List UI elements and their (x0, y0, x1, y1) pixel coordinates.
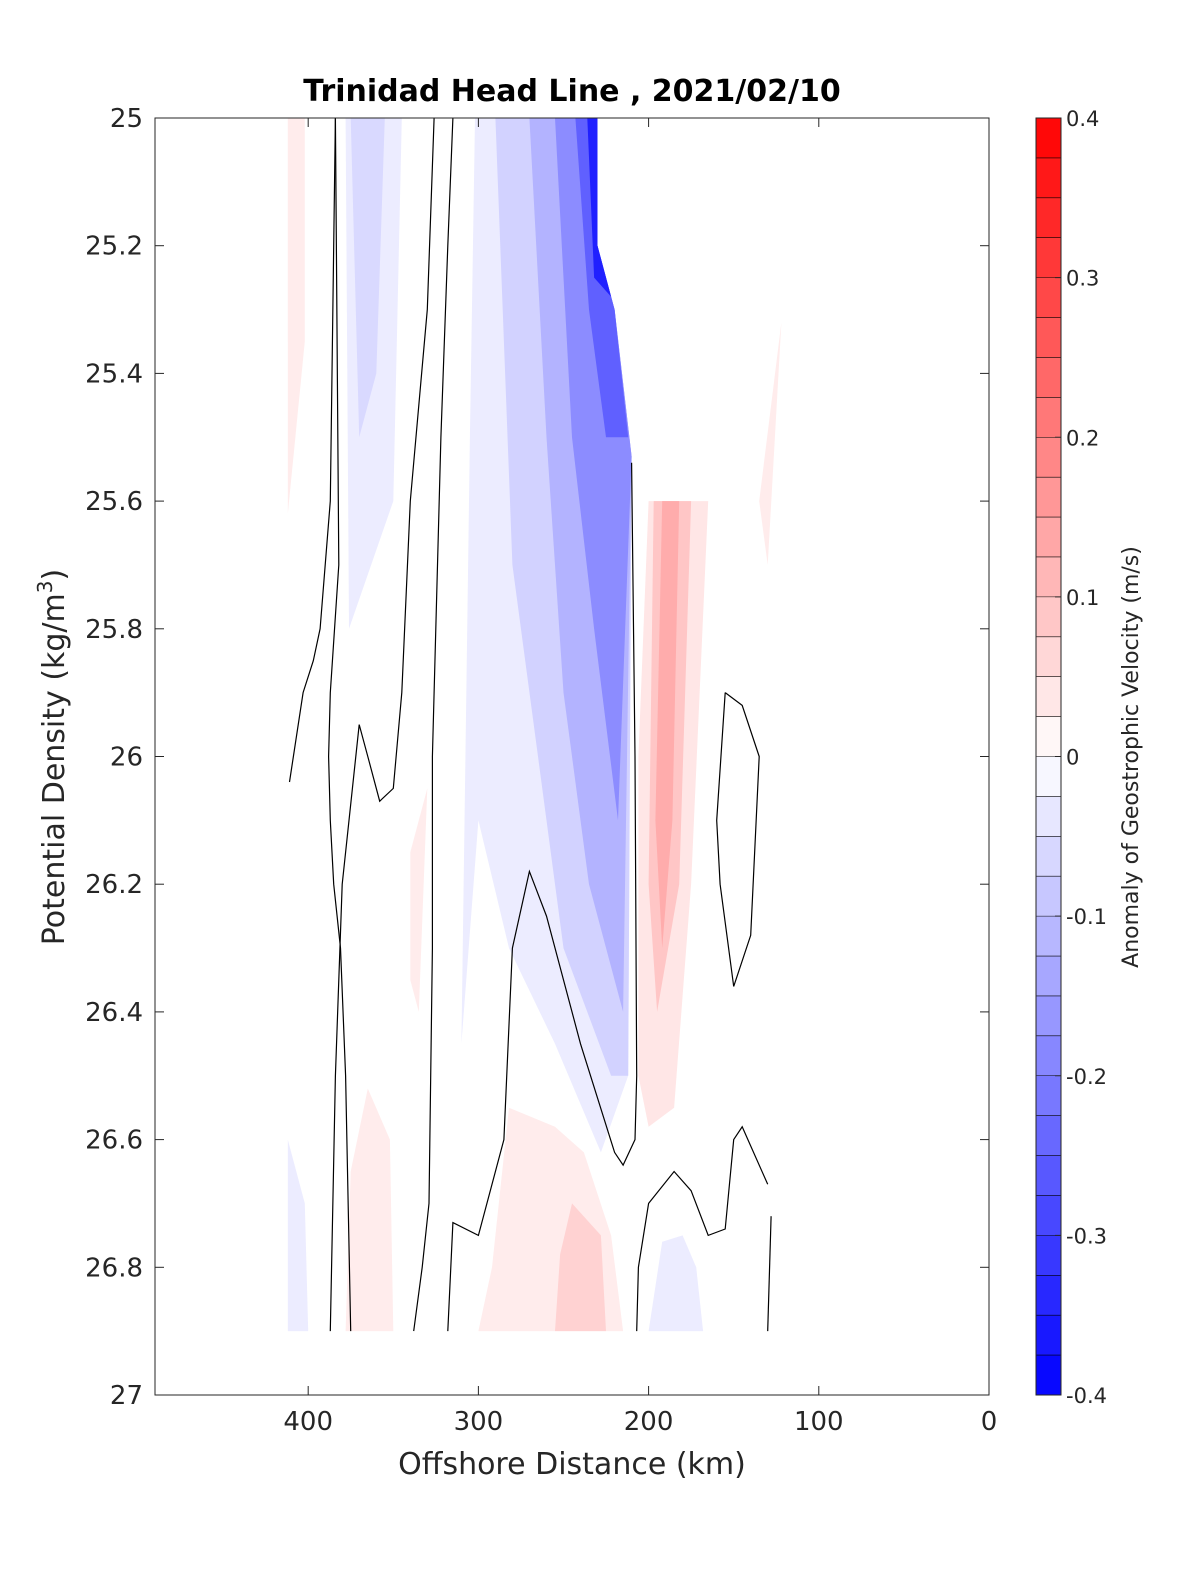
colorbar-segment (1036, 796, 1061, 837)
colorbar-segment (1036, 277, 1061, 319)
colorbar: 0.4 0.3 0.2 0.1 0 -0.1 -0.2 -0.3 -0.4 (1035, 107, 1107, 1408)
y-axis: 25 25.2 25.4 25.6 25.8 26 26.2 26.4 26.6 26.8 27 (85, 104, 989, 1411)
x-tick-label: 400 (283, 1407, 333, 1437)
colorbar-segment (1036, 437, 1061, 478)
zero-contour-8 (716, 692, 760, 987)
y-tick-label: 26.8 (85, 1253, 143, 1283)
colorbar-tick-label: -0.1 (1066, 905, 1107, 929)
zero-contour-7 (767, 1216, 772, 1332)
region-pos-inshore-core (655, 501, 680, 949)
y-tick-label: 25.2 (85, 232, 143, 262)
colorbar-segment (1036, 1355, 1061, 1396)
colorbar-tick-label: 0.4 (1066, 107, 1099, 131)
colorbar-segment (1036, 1315, 1061, 1356)
y-tick-label: 25.8 (85, 615, 143, 645)
colorbar-tick-label: 0.2 (1066, 426, 1099, 450)
region-neg-deep-inshore (648, 1235, 704, 1332)
colorbar-segment (1036, 1075, 1061, 1117)
colorbar-segment (1036, 876, 1061, 917)
colorbar-segment (1036, 1195, 1061, 1236)
colorbar-segment (1036, 836, 1061, 877)
zero-contour-1 (288, 118, 336, 783)
colorbar-tick-label: -0.4 (1066, 1384, 1107, 1408)
chart-title: Trinidad Head Line , 2021/02/10 (303, 74, 840, 109)
y-axis-label-close: ) (37, 569, 72, 581)
y-tick-label: 26.6 (85, 1126, 143, 1156)
colorbar-tick-label: 0 (1066, 746, 1079, 770)
colorbar-segment (1036, 397, 1061, 438)
zero-contour-2 (327, 118, 352, 1332)
colorbar-segment (1036, 716, 1061, 757)
region-pos-nearshore-top (759, 322, 782, 565)
colorbar-tick-label: -0.2 (1066, 1065, 1107, 1089)
colorbar-segment (1036, 676, 1061, 718)
colorbar-tick-label: 0.1 (1066, 586, 1099, 610)
x-tick-label: 200 (624, 1407, 674, 1437)
region-pos-deep-offshore (345, 1088, 394, 1332)
region-neg-band-1-core (350, 118, 385, 438)
y-axis-label-main: Potential Density (kg/m (37, 593, 72, 945)
y-axis-label: Potential Density (kg/m3) (33, 569, 72, 945)
x-tick-label: 100 (794, 1407, 844, 1437)
colorbar-label: Anomaly of Geostrophic Velocity (m/s) (1119, 546, 1144, 968)
filled-regions (287, 118, 782, 1332)
colorbar-segment (1036, 197, 1061, 239)
colorbar-tick-label: -0.3 (1066, 1224, 1107, 1248)
colorbar-segment (1036, 636, 1061, 678)
y-tick-label: 25.4 (85, 359, 143, 389)
region-neg-main-6 (587, 118, 612, 297)
colorbar-segment (1036, 756, 1061, 797)
zero-contour-4 (413, 118, 454, 1332)
colorbar-segment (1036, 916, 1061, 957)
region-pos-thin-mid (410, 788, 428, 1012)
colorbar-segment (1036, 1115, 1061, 1157)
y-tick-label: 25 (110, 104, 143, 134)
zero-contour-3 (329, 118, 435, 1332)
colorbar-segment (1036, 1275, 1061, 1316)
region-pos-deep-mid-core (555, 1203, 606, 1332)
y-tick-label: 26 (110, 743, 143, 773)
x-tick-label: 300 (454, 1407, 504, 1437)
x-axis: 400 300 200 100 0 (283, 118, 997, 1437)
zero-contour-5 (447, 462, 638, 1332)
contour-lines (288, 118, 772, 1332)
region-pos-offshore-top (287, 118, 305, 514)
colorbar-segment (1036, 1235, 1061, 1276)
colorbar-segment (1036, 357, 1061, 398)
colorbar-segment (1036, 995, 1061, 1037)
colorbar-segment (1036, 556, 1061, 598)
colorbar-segment (1036, 1155, 1061, 1196)
colorbar-segment (1036, 517, 1061, 558)
y-tick-label: 27 (110, 1381, 143, 1411)
colorbar-segment (1036, 237, 1061, 279)
y-tick-label: 25.6 (85, 487, 143, 517)
colorbar-segment (1036, 596, 1061, 638)
colorbar-segment (1036, 477, 1061, 518)
x-axis-label: Offshore Distance (km) (398, 1447, 746, 1482)
colorbar-segment (1036, 157, 1061, 199)
colorbar-segment (1036, 1035, 1061, 1077)
region-neg-deep-offshore (287, 1139, 309, 1332)
colorbar-segment (1036, 118, 1061, 159)
colorbar-segment (1036, 956, 1061, 997)
zero-contour-6 (636, 1125, 769, 1332)
colorbar-segment (1036, 317, 1061, 358)
colorbar-tick-label: 0.3 (1066, 267, 1099, 291)
y-tick-label: 26.2 (85, 870, 143, 900)
region-neg-main-4 (555, 118, 632, 821)
x-tick-label: 0 (981, 1407, 998, 1437)
y-axis-label-superscript: 3 (33, 580, 57, 593)
y-tick-label: 26.4 (85, 998, 143, 1028)
